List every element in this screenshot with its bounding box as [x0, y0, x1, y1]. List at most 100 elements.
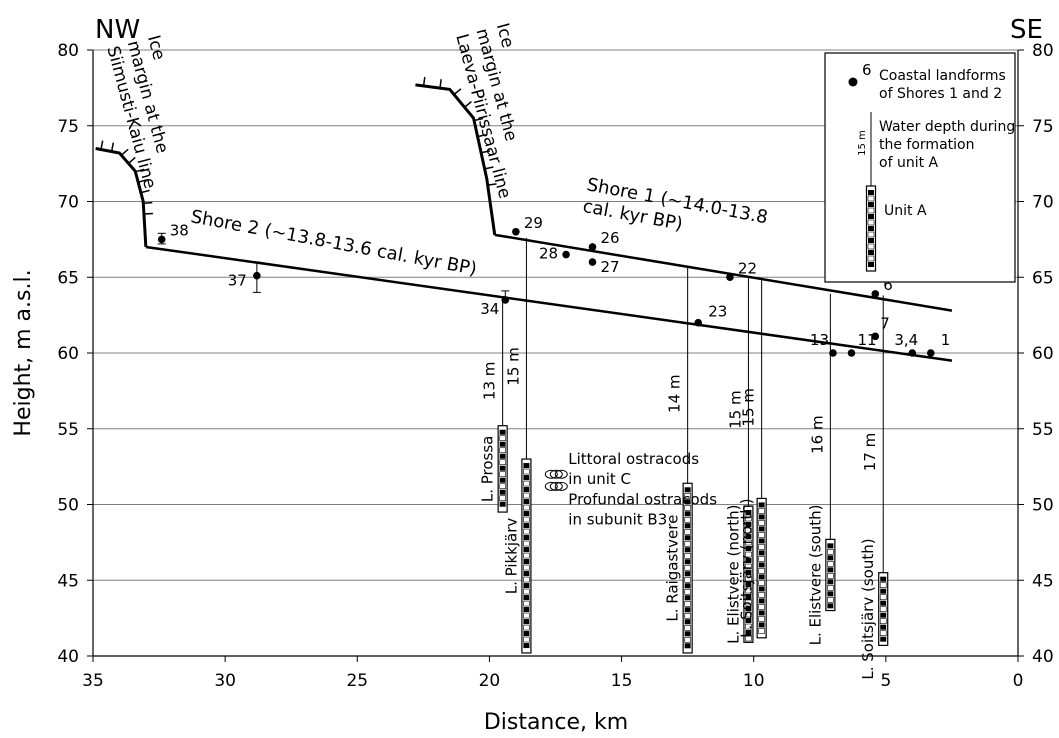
- core-segment: [758, 628, 765, 634]
- ostracod-symbol: [544, 481, 568, 491]
- landform-point-label: 37: [228, 272, 247, 290]
- ice-hachure: [439, 79, 442, 89]
- core-segment: [867, 219, 875, 226]
- landform-point-label: 26: [601, 229, 620, 247]
- lake-name-label: L. Pikkjärv: [502, 518, 520, 595]
- y-tick-label-right: 60: [1032, 344, 1054, 364]
- core-segment: [879, 618, 887, 624]
- x-tick-label: 30: [214, 671, 236, 691]
- core-segment: [523, 583, 530, 589]
- ice-hachure: [464, 100, 472, 108]
- landform-point: [908, 349, 917, 357]
- core-segment: [867, 195, 875, 202]
- core-segment: [745, 551, 752, 558]
- core-segment: [745, 623, 752, 630]
- core-segment: [867, 231, 875, 238]
- core-segment: [523, 600, 530, 607]
- core-segment: [684, 535, 691, 541]
- core-segment: [745, 611, 752, 618]
- lake-name-label: L. Elistvere (south): [806, 504, 824, 645]
- ice-hachure: [143, 212, 153, 215]
- core-segment: [745, 558, 752, 564]
- ostracod-label-line2: in unit C: [568, 470, 631, 488]
- core-segment: [879, 582, 887, 588]
- ice-hachure: [487, 183, 497, 186]
- landform-point: [926, 349, 935, 357]
- x-tick-label: 35: [82, 671, 104, 691]
- core-segment: [868, 214, 874, 219]
- core-segment: [523, 576, 530, 583]
- core-segment: [684, 583, 691, 589]
- core-segment: [867, 255, 875, 262]
- y-tick-label-left: 80: [57, 41, 79, 61]
- core-segment: [827, 567, 834, 573]
- core-segment: [684, 559, 691, 565]
- core-segment: [758, 604, 765, 610]
- core-segment: [879, 606, 887, 612]
- core-segment: [523, 607, 530, 613]
- core-segment: [684, 588, 691, 595]
- lake-name-label: L. Raigastvere: [664, 515, 682, 622]
- legend-point-line1: Coastal landforms: [879, 68, 1006, 84]
- landform-point-label: 22: [738, 259, 757, 277]
- ice-hachure: [143, 201, 153, 204]
- landform-point-label: 28: [539, 245, 558, 263]
- core-segment: [758, 622, 765, 628]
- y-tick-label-right: 65: [1032, 268, 1054, 288]
- legend-depth-line3: of unit A: [879, 155, 939, 171]
- y-tick-label-right: 40: [1032, 647, 1054, 667]
- core-segment: [523, 559, 530, 565]
- water-depth-label: 15 m: [726, 390, 744, 428]
- landform-point-label: 29: [524, 214, 543, 232]
- legend: 6 Coastal landforms of Shores 1 and 2 15 m W…: [824, 52, 1016, 283]
- landform-point: [847, 349, 856, 357]
- ostracod-shell: [554, 481, 568, 491]
- water-depth-label: 15 m: [504, 347, 522, 385]
- core-segment: [745, 587, 752, 594]
- lake-name-label: L. Soitsjärv (north): [738, 498, 756, 638]
- core-segment: [523, 504, 530, 511]
- core-segment: [868, 226, 874, 231]
- landform-point: [871, 290, 880, 298]
- core-segment: [523, 636, 530, 643]
- core-column: [743, 505, 754, 643]
- y-tick-label-left: 70: [57, 193, 79, 213]
- core-segment: [684, 595, 691, 601]
- ice-hachure: [100, 140, 104, 150]
- core-segment: [745, 618, 752, 624]
- core-segment: [523, 643, 530, 649]
- core-segment: [827, 585, 834, 591]
- core-segment: [758, 574, 765, 580]
- core-segment: [758, 568, 765, 574]
- core-segment: [523, 595, 530, 601]
- core-segment: [499, 429, 506, 435]
- core-segment: [523, 564, 530, 571]
- core-segment: [880, 600, 887, 606]
- core-segment: [523, 528, 530, 535]
- landform-point: [157, 235, 166, 244]
- landform-point-label: 7: [880, 314, 890, 332]
- core-segment: [745, 635, 752, 642]
- legend-unit-label: Unit A: [884, 203, 927, 219]
- x-tick-label: 20: [479, 671, 501, 691]
- ice-hachure: [484, 166, 494, 170]
- core-segment: [758, 526, 765, 532]
- core-segment: [827, 543, 834, 549]
- core-segment: [523, 612, 530, 619]
- core-segment: [758, 520, 765, 526]
- water-depth-label: 16 m: [808, 415, 826, 453]
- y-tick-label-left: 40: [57, 647, 79, 667]
- core-segment: [523, 492, 530, 499]
- lake-cores: 13 m L. Prossa 15 m L. Pikkjärv 14 m L. Raiga…: [479, 237, 889, 680]
- legend-point-symbol: [848, 77, 858, 87]
- core-segment: [867, 243, 875, 250]
- core-segment: [523, 475, 530, 481]
- core-segment: [684, 487, 691, 493]
- core-segment: [758, 556, 765, 562]
- lake-name-label: L. Elistvere (north): [724, 505, 742, 644]
- core-segment: [684, 528, 691, 535]
- corner-label-nw: NW: [95, 15, 140, 45]
